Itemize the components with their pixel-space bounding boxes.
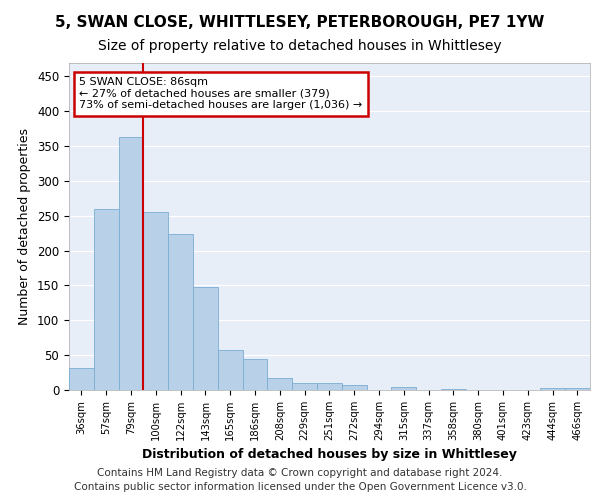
Bar (292, 383, 317, 390)
Bar (342, 385, 367, 390)
Bar (565, 388, 590, 390)
Text: 5 SWAN CLOSE: 86sqm
← 27% of detached houses are smaller (379)
73% of semi-detac: 5 SWAN CLOSE: 86sqm ← 27% of detached ho… (79, 77, 362, 110)
Bar (317, 383, 342, 390)
Text: 5, SWAN CLOSE, WHITTLESEY, PETERBOROUGH, PE7 1YW: 5, SWAN CLOSE, WHITTLESEY, PETERBOROUGH,… (55, 15, 545, 30)
Text: Size of property relative to detached houses in Whittlesey: Size of property relative to detached ho… (98, 39, 502, 53)
Bar (242, 360, 268, 390)
Bar (268, 378, 292, 390)
Bar (168, 234, 193, 390)
Bar (119, 137, 143, 390)
Bar (193, 287, 218, 390)
Bar (218, 350, 242, 390)
Bar (540, 388, 565, 390)
Text: Contains HM Land Registry data © Crown copyright and database right 2024.: Contains HM Land Registry data © Crown c… (97, 468, 503, 477)
Bar (94, 209, 119, 390)
Bar (441, 388, 466, 390)
X-axis label: Distribution of detached houses by size in Whittlesey: Distribution of detached houses by size … (142, 448, 517, 462)
Bar (391, 386, 416, 390)
Bar (69, 368, 94, 390)
Y-axis label: Number of detached properties: Number of detached properties (19, 128, 31, 325)
Bar (143, 212, 168, 390)
Text: Contains public sector information licensed under the Open Government Licence v3: Contains public sector information licen… (74, 482, 526, 492)
